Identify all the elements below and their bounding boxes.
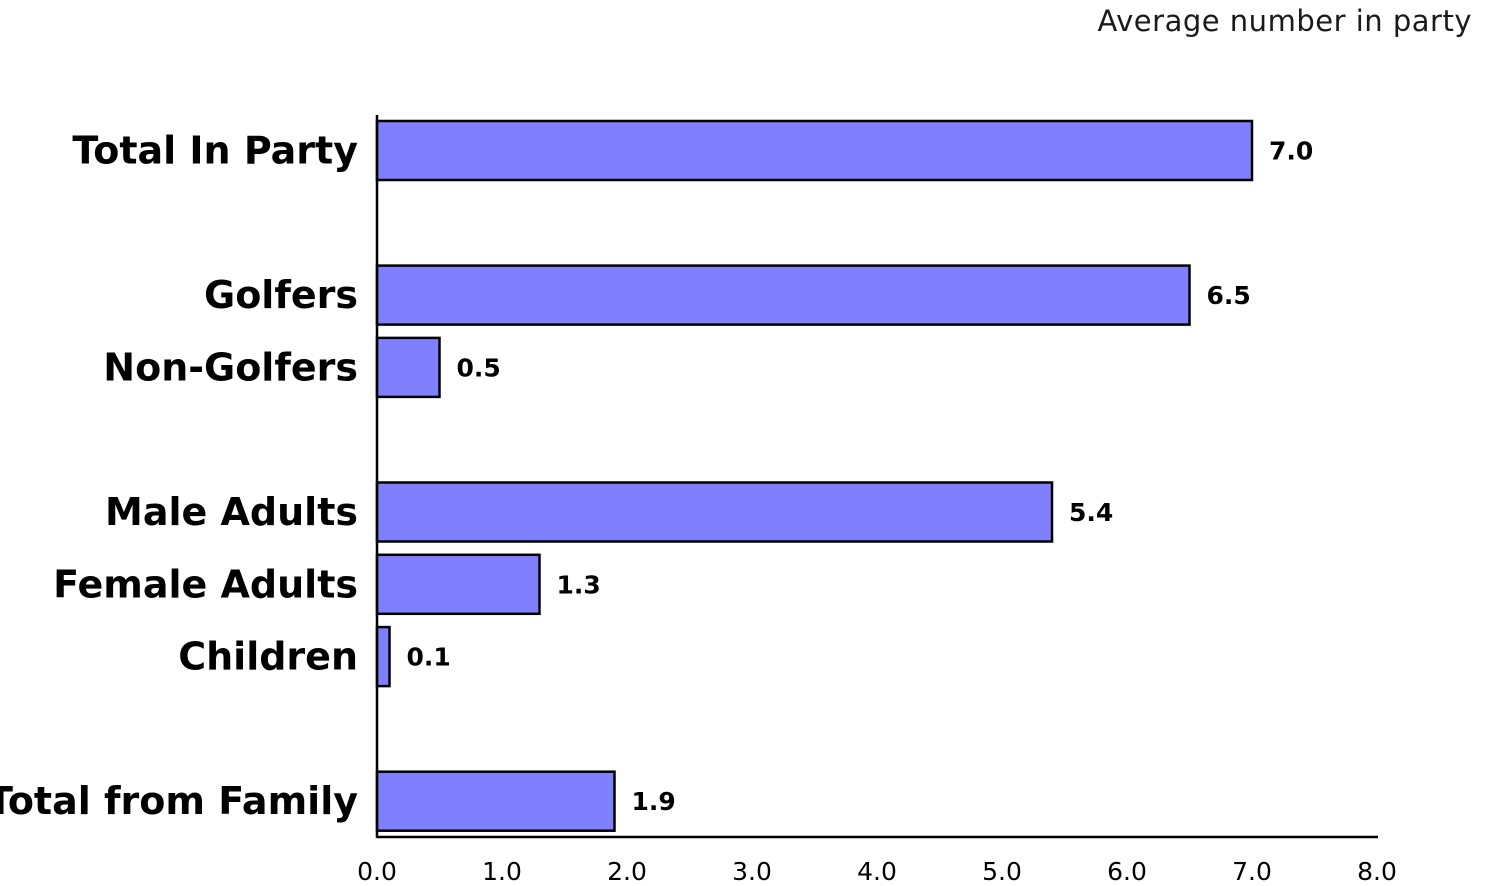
category-label-male-adults: Male Adults [105, 490, 358, 534]
x-tick-label: 7.0 [1232, 857, 1272, 886]
value-label-children: 0.1 [407, 643, 451, 672]
value-labels: 7.0 6.5 0.5 5.4 1.3 0.1 1.9 [407, 137, 1314, 817]
value-label-female-adults: 1.3 [557, 570, 601, 599]
bar-male-adults [375, 481, 1054, 543]
category-label-children: Children [178, 635, 358, 679]
value-label-total-from-family: 1.9 [632, 787, 676, 816]
category-label-non-golfers: Non-Golfers [103, 345, 358, 389]
category-label-total-in-party: Total In Party [72, 129, 358, 173]
category-label-female-adults: Female Adults [53, 562, 358, 606]
bar-total-from-family [375, 770, 616, 832]
x-tick-label: 2.0 [607, 857, 647, 886]
x-tick-label: 5.0 [982, 857, 1022, 886]
value-label-male-adults: 5.4 [1069, 498, 1113, 527]
category-labels: Total In Party Golfers Non-Golfers Male Adu… [0, 129, 358, 824]
bar-female-adults [375, 553, 541, 616]
x-tick-label: 0.0 [357, 857, 397, 886]
chart-subtitle: Average number in party [1098, 4, 1473, 38]
x-tick-label: 1.0 [482, 857, 522, 886]
category-label-total-from-family: Total from Family [0, 779, 358, 823]
bar-non-golfers [375, 336, 441, 399]
bar-children [375, 625, 391, 688]
bars-layer [375, 119, 1254, 832]
category-label-golfers: Golfers [204, 273, 358, 317]
value-label-golfers: 6.5 [1207, 281, 1251, 310]
x-tick-label: 4.0 [857, 857, 897, 886]
x-tick-label: 6.0 [1107, 857, 1147, 886]
x-axis-ticks: 0.0 1.0 2.0 3.0 4.0 5.0 6.0 7.0 8.0 [357, 857, 1397, 886]
bar-total-in-party [375, 119, 1254, 182]
value-label-non-golfers: 0.5 [457, 353, 501, 382]
value-label-total-in-party: 7.0 [1269, 137, 1313, 166]
bar-golfers [375, 264, 1191, 326]
x-tick-label: 8.0 [1357, 857, 1397, 886]
x-tick-label: 3.0 [732, 857, 772, 886]
